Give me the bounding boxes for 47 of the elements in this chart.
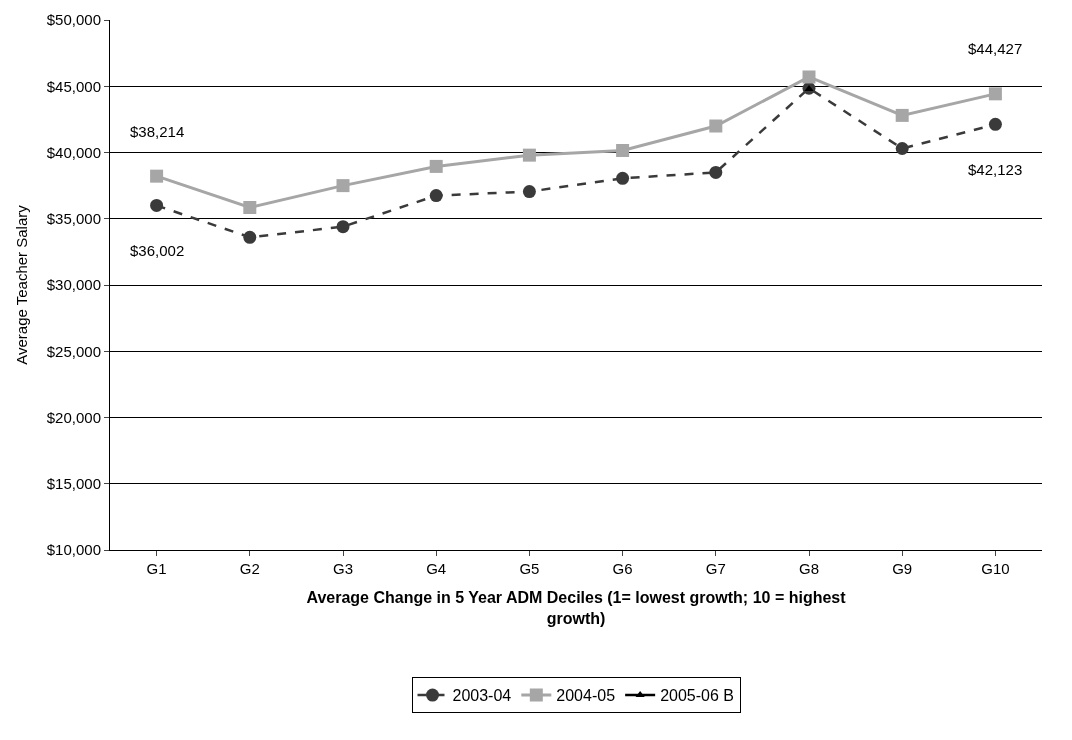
point [150,169,164,183]
y-tick-label: $25,000 [46,342,101,360]
x-tick-label: G8 [798,560,820,577]
point [988,117,1002,131]
data-label: $36,002 [130,242,185,259]
point [709,119,723,133]
y-tick-label: $40,000 [46,143,101,161]
x-tick-label: G7 [705,560,726,577]
data-label: $44,427 [968,40,1023,57]
y-tick-label: $35,000 [46,210,101,227]
x-tick-label: G6 [612,560,633,577]
point [243,230,257,244]
data-label: $42,123 [968,161,1023,178]
point [243,200,257,214]
x-tick-label: G5 [519,560,540,577]
point [616,171,630,185]
y-tick-label: $10,000 [46,541,101,559]
y-tick-label: $30,000 [46,276,101,294]
point [895,142,909,156]
y-tick-label: $45,000 [46,77,101,95]
y-tick-label: $15,000 [46,475,101,492]
x-tick-label: G1 [146,560,167,577]
x-tick-label: G2 [239,560,260,577]
point [895,108,909,122]
point [150,198,164,212]
legend-label: 2005-06 B [660,687,734,705]
x-tick-label: G4 [426,560,447,577]
point [522,185,536,199]
point [988,87,1002,101]
x-axis-title: Average Change in 5 Year ADM Deciles (1= lowest growth; 10 = highest growth) [306,588,847,627]
point [336,220,350,234]
x-tick-label: G9 [892,560,913,577]
y-tick-label: $50,000 [46,11,101,29]
y-tick-label: $20,000 [46,408,101,426]
legend-label: 2003-04 [452,687,512,705]
point [429,159,443,173]
point [429,189,443,203]
point [522,148,536,162]
y-axis-title: Average Teacher Salary [13,204,31,365]
point [709,165,723,179]
point [616,144,630,158]
x-tick-label: G10 [981,560,1010,577]
point [336,179,350,193]
point [802,70,816,84]
data-label: $38,214 [130,123,185,140]
legend-label: 2004-05 [556,687,616,705]
x-tick-label: G3 [332,560,354,577]
